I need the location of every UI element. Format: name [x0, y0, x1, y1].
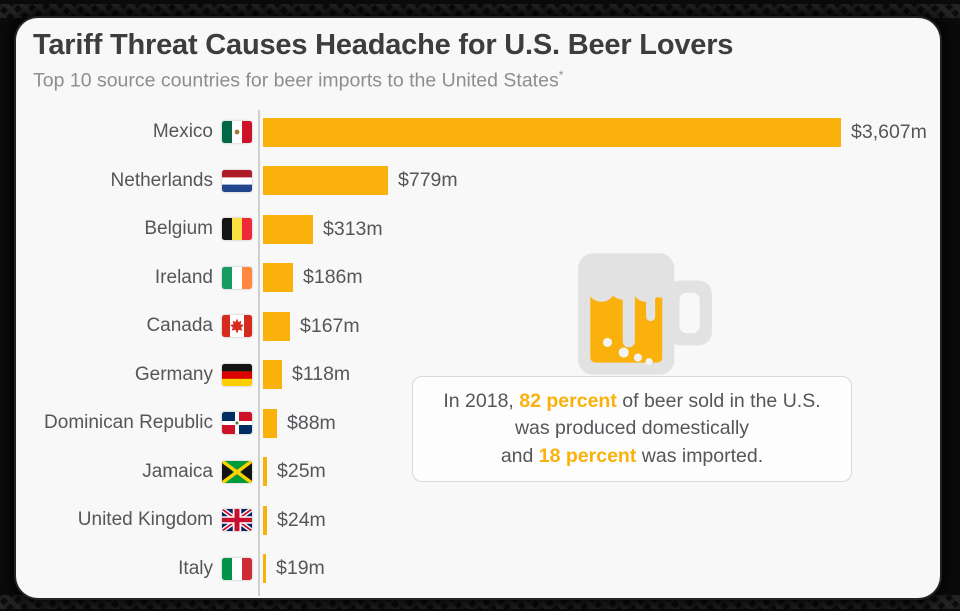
germany-flag-icon — [222, 363, 252, 386]
bar — [263, 505, 267, 535]
callout-line: was produced domestically — [427, 415, 837, 442]
country-label: United Kingdom — [77, 509, 213, 531]
table-row: Mexico $3,607m — [16, 108, 940, 157]
callout-line: and 18 percent was imported. — [427, 443, 837, 470]
ireland-flag-icon — [222, 266, 252, 289]
page-title: Tariff Threat Causes Headache for U.S. B… — [33, 29, 734, 61]
beer-mug-icon — [568, 248, 720, 380]
bar — [263, 214, 313, 244]
chart-rows: Mexico $3,607m Netherlands $779m Belgium… — [16, 108, 940, 596]
table-row: Italy $19m — [16, 545, 940, 594]
belgium-flag-icon — [222, 218, 252, 241]
torn-paper-edge-bottom — [0, 595, 960, 609]
country-label: Netherlands — [110, 169, 213, 191]
country-label: Italy — [178, 557, 213, 579]
bar — [263, 457, 267, 487]
value-label: $25m — [277, 460, 326, 483]
bar — [263, 554, 266, 584]
subtitle-text: Top 10 source countries for beer imports… — [33, 69, 559, 92]
row-label-group: Jamaica — [16, 460, 259, 483]
row-label-group: United Kingdom — [16, 509, 259, 532]
callout-text: was produced domestically — [514, 417, 750, 440]
callout-highlight-text: 18 percent — [538, 444, 637, 467]
jamaica-flag-icon — [222, 460, 252, 483]
italy-flag-icon — [222, 557, 252, 580]
country-label: Jamaica — [142, 460, 213, 482]
country-label: Dominican Republic — [44, 412, 213, 434]
table-row: Dominican Republic $88m — [16, 399, 940, 448]
value-label: $313m — [323, 217, 383, 240]
value-label: $186m — [303, 266, 363, 289]
table-row: Netherlands $779m — [16, 157, 940, 206]
bar — [263, 263, 293, 293]
value-label: $24m — [277, 508, 326, 531]
table-row: Ireland $186m — [16, 254, 940, 303]
row-label-group: Canada — [16, 315, 259, 338]
dominican-republic-flag-icon — [222, 412, 252, 435]
callout-text: was imported. — [636, 444, 764, 467]
callout-box: In 2018, 82 percent of beer sold in the … — [412, 376, 852, 482]
torn-paper-edge-top — [0, 4, 960, 18]
row-label-group: Ireland — [16, 266, 259, 289]
bar — [263, 360, 282, 390]
value-label: $19m — [276, 557, 325, 580]
bar — [263, 117, 841, 147]
row-label-group: Germany — [16, 363, 259, 386]
bar-chart: Mexico $3,607m Netherlands $779m Belgium… — [16, 108, 940, 596]
country-label: Canada — [146, 315, 213, 337]
value-label: $779m — [398, 169, 458, 192]
country-label: Germany — [134, 363, 213, 385]
table-row: United Kingdom $24m — [16, 496, 940, 545]
subtitle-footnote-marker: * — [558, 67, 564, 82]
page-subtitle: Top 10 source countries for beer imports… — [33, 68, 920, 93]
table-row: Germany $118m — [16, 351, 940, 400]
value-label: $118m — [292, 363, 351, 386]
mexico-flag-icon — [222, 121, 252, 144]
country-label: Mexico — [152, 121, 213, 143]
axis-line — [258, 110, 260, 596]
header: Tariff Threat Causes Headache for U.S. B… — [33, 28, 920, 92]
united-kingdom-flag-icon — [222, 509, 252, 532]
callout-highlight-text: 82 percent — [519, 390, 617, 412]
callout-text: In 2018, — [443, 390, 520, 412]
infographic-card: Tariff Threat Causes Headache for U.S. B… — [16, 18, 940, 598]
bar — [263, 311, 290, 341]
bar — [263, 408, 277, 438]
row-label-group: Belgium — [16, 218, 259, 241]
row-label-group: Mexico — [16, 121, 259, 144]
callout-line: In 2018, 82 percent of beer sold in the … — [427, 388, 837, 415]
row-label-group: Netherlands — [16, 169, 259, 192]
country-label: Ireland — [154, 266, 213, 288]
table-row: Belgium $313m — [16, 205, 940, 254]
row-label-group: Italy — [16, 557, 259, 580]
row-label-group: Dominican Republic — [16, 412, 259, 435]
table-row: Jamaica $25m — [16, 448, 940, 497]
value-label: $167m — [300, 314, 360, 337]
callout-text: of beer sold in the U.S. — [616, 390, 821, 412]
country-label: Belgium — [144, 218, 213, 240]
table-row: Canada $167m — [16, 302, 940, 351]
callout-text: and — [500, 444, 539, 467]
canada-flag-icon — [222, 315, 252, 338]
value-label: $3,607m — [851, 120, 927, 143]
value-label: $88m — [287, 411, 336, 434]
bar — [263, 166, 388, 196]
netherlands-flag-icon — [222, 169, 252, 192]
